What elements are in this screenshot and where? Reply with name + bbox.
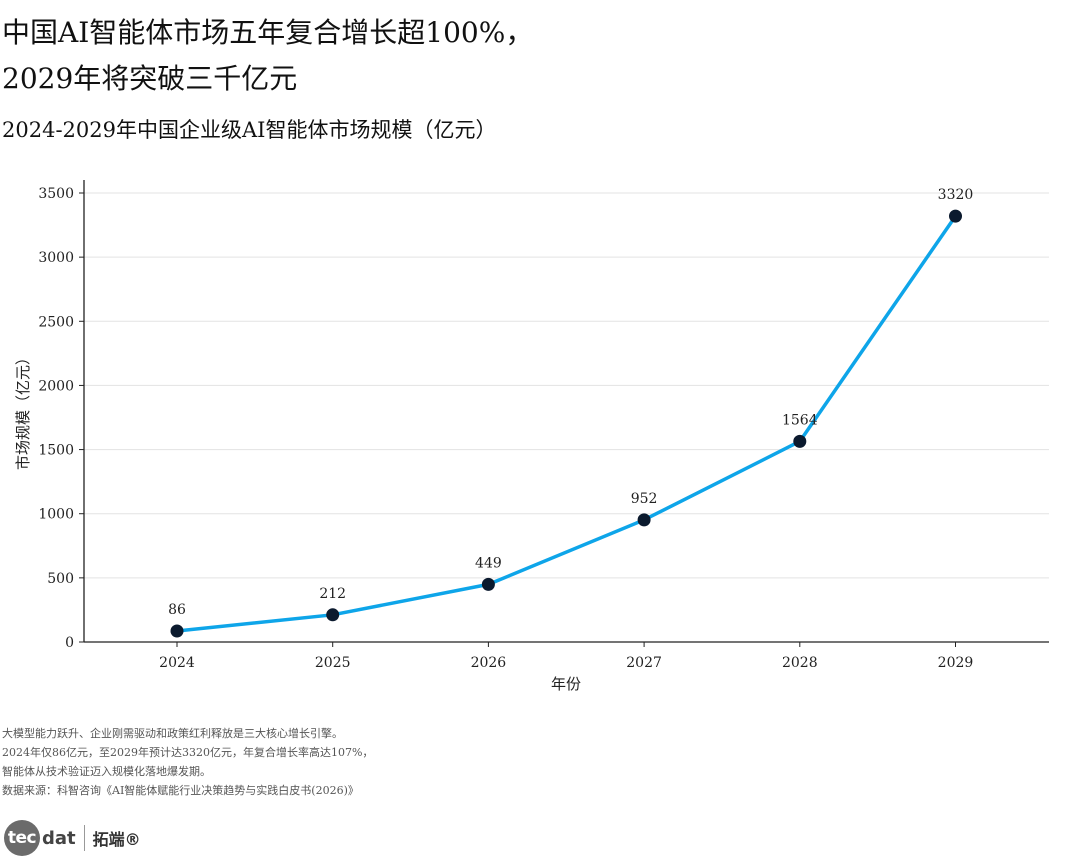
y-tick-label: 1000 — [38, 507, 74, 523]
headline-line-1: 中国AI智能体市场五年复合增长超100%， — [2, 16, 534, 49]
logo-chinese-text: 拓端® — [92, 830, 141, 849]
data-point — [637, 513, 651, 527]
data-label: 3320 — [938, 187, 974, 203]
data-labels: 86 212 449 952 1564 3320 — [168, 187, 973, 618]
headline-line-2: 2029年将突破三千亿元 — [2, 62, 298, 95]
y-tick-label: 3000 — [38, 250, 74, 266]
series-line — [170, 209, 962, 638]
x-tick-label: 2027 — [626, 655, 662, 671]
note-line: 智能体从技术验证迈入规模化落地爆发期。 — [2, 765, 211, 778]
logo-divider — [83, 825, 85, 851]
x-axis-label: 年份 — [551, 675, 581, 693]
y-tick-label: 0 — [65, 635, 74, 651]
y-tick-label: 3500 — [38, 186, 74, 202]
y-axis-ticks: 0 500 1000 1500 2000 2500 3000 3500 — [38, 186, 84, 651]
data-label: 952 — [631, 491, 658, 507]
data-point — [326, 608, 340, 622]
data-label: 86 — [168, 602, 186, 618]
x-tick-label: 2025 — [315, 655, 351, 671]
data-label: 1564 — [782, 412, 818, 428]
x-tick-label: 2028 — [782, 655, 818, 671]
x-axis-ticks: 2024 2025 2026 2027 2028 2029 — [159, 642, 973, 671]
y-tick-label: 2500 — [38, 314, 74, 330]
notes: 大模型能力跃升、企业刚需驱动和政策红利释放是三大核心增长引擎。 2024年仅86… — [2, 724, 373, 800]
logo-text: dat — [42, 827, 76, 849]
y-tick-label: 2000 — [38, 378, 74, 394]
data-point — [793, 434, 807, 448]
grid-lines — [84, 192, 1049, 579]
data-point — [170, 624, 184, 638]
note-line: 大模型能力跃升、企业刚需驱动和政策红利释放是三大核心增长引擎。 — [2, 727, 343, 740]
headline: 中国AI智能体市场五年复合增长超100%， 2029年将突破三千亿元 — [2, 10, 533, 102]
y-axis-label: 市场规模（亿元） — [14, 350, 32, 470]
y-tick-label: 1500 — [38, 443, 74, 459]
data-label: 449 — [475, 555, 502, 571]
data-point — [481, 577, 495, 591]
axes — [83, 180, 1049, 643]
data-point — [949, 209, 962, 223]
logo-circle: tec — [4, 820, 40, 856]
y-tick-label: 500 — [47, 571, 74, 587]
brand-logo: tec dat 拓端® — [4, 820, 141, 856]
series-line-path — [176, 215, 957, 633]
x-tick-label: 2024 — [159, 655, 195, 671]
x-tick-label: 2026 — [471, 655, 507, 671]
data-label: 212 — [319, 586, 346, 602]
chart-title: 2024-2029年中国企业级AI智能体市场规模（亿元） — [2, 118, 497, 142]
x-tick-label: 2029 — [938, 655, 974, 671]
note-line: 2024年仅86亿元，至2029年预计达3320亿元，年复合增长率高达107%， — [2, 746, 374, 759]
source-line: 数据来源：科智咨询《AI智能体赋能行业决策趋势与实践白皮书(2026)》 — [2, 784, 359, 797]
